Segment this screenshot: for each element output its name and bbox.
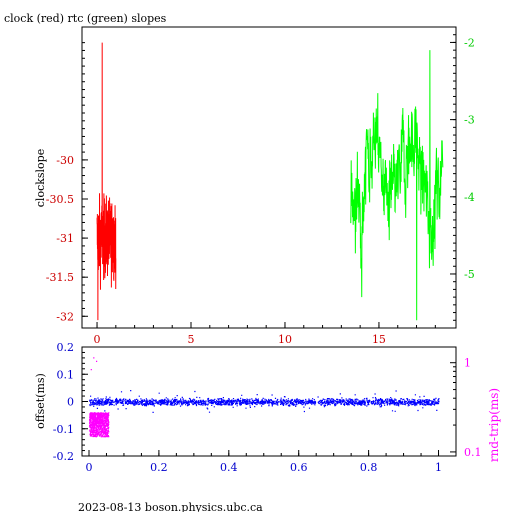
top-x-tick-label: 10 — [278, 333, 292, 346]
top-y-tick-label: -31 — [56, 232, 74, 245]
clock-series — [96, 42, 117, 321]
bottom-y-axis-label: offset(ms) — [34, 373, 47, 429]
bottom-y-tick-label: 0 — [67, 396, 74, 409]
rtc-series — [350, 50, 444, 321]
bottom-x-tick-label: 0.4 — [220, 461, 238, 474]
clock-line — [96, 42, 117, 321]
bottom-x-tick-label: 0.2 — [150, 461, 168, 474]
top-y-tick-label: -30 — [56, 154, 74, 167]
top-x-tick-label: 0 — [94, 333, 101, 346]
offset-points — [89, 390, 440, 413]
bottom-y-tick-label: -0.1 — [53, 423, 74, 436]
bottom-x-tick-label: 0.6 — [290, 461, 308, 474]
top-right-y-ticks: -2 -3 -4 -5 — [450, 34, 475, 321]
chart-title: clock (red) rtc (green) slopes — [4, 12, 167, 25]
bottom-left-y-ticks: 0.2 0.1 0 -0.1 -0.2 — [53, 341, 88, 463]
top-y2-tick-label: -5 — [464, 268, 475, 281]
bottom-y2-tick-label: 1 — [464, 357, 471, 370]
bottom-x-tick-label: 1 — [435, 461, 442, 474]
footer-host-date: 2023-08-13 boson.physics.ubc.ca — [78, 501, 263, 512]
top-left-y-ticks: -30 -30.5 -31 -31.5 -32 — [46, 42, 88, 323]
top-y-tick-label: -31.5 — [46, 271, 74, 284]
offset-series — [89, 390, 440, 413]
top-plot-frame — [81, 26, 457, 329]
top-x-tick-label: 15 — [372, 333, 386, 346]
top-y2-tick-label: -2 — [464, 36, 475, 49]
bottom-y-tick-label: 0.2 — [57, 341, 75, 354]
top-y2-tick-label: -4 — [464, 191, 475, 204]
bottom-x-tick-label: 0 — [85, 461, 92, 474]
bottom-y2-tick-label: 0.1 — [464, 446, 482, 459]
top-y-tick-label: -30.5 — [46, 193, 74, 206]
top-y2-tick-label: -3 — [464, 114, 475, 127]
rtc-line — [350, 50, 444, 321]
rndtrip-series — [89, 357, 110, 438]
bottom-y-tick-label: -0.2 — [53, 450, 74, 463]
top-y-tick-label: -32 — [56, 310, 74, 323]
bottom-right-y-ticks: 10.1 — [450, 357, 482, 459]
bottom-y-tick-label: 0.1 — [57, 368, 75, 381]
top-x-tick-label: 5 — [188, 333, 195, 346]
bottom-x-tick-label: 0.8 — [360, 461, 378, 474]
bottom-x-ticks: 0 0.2 0.4 0.6 0.8 1 — [85, 450, 442, 474]
top-x-ticks: 0 5 10 15 — [94, 322, 436, 346]
rndtrip-points — [89, 357, 110, 438]
top-y-axis-label: clockslope — [34, 149, 47, 207]
bottom-y2-axis-label: rnd-trip(ms) — [487, 388, 501, 462]
